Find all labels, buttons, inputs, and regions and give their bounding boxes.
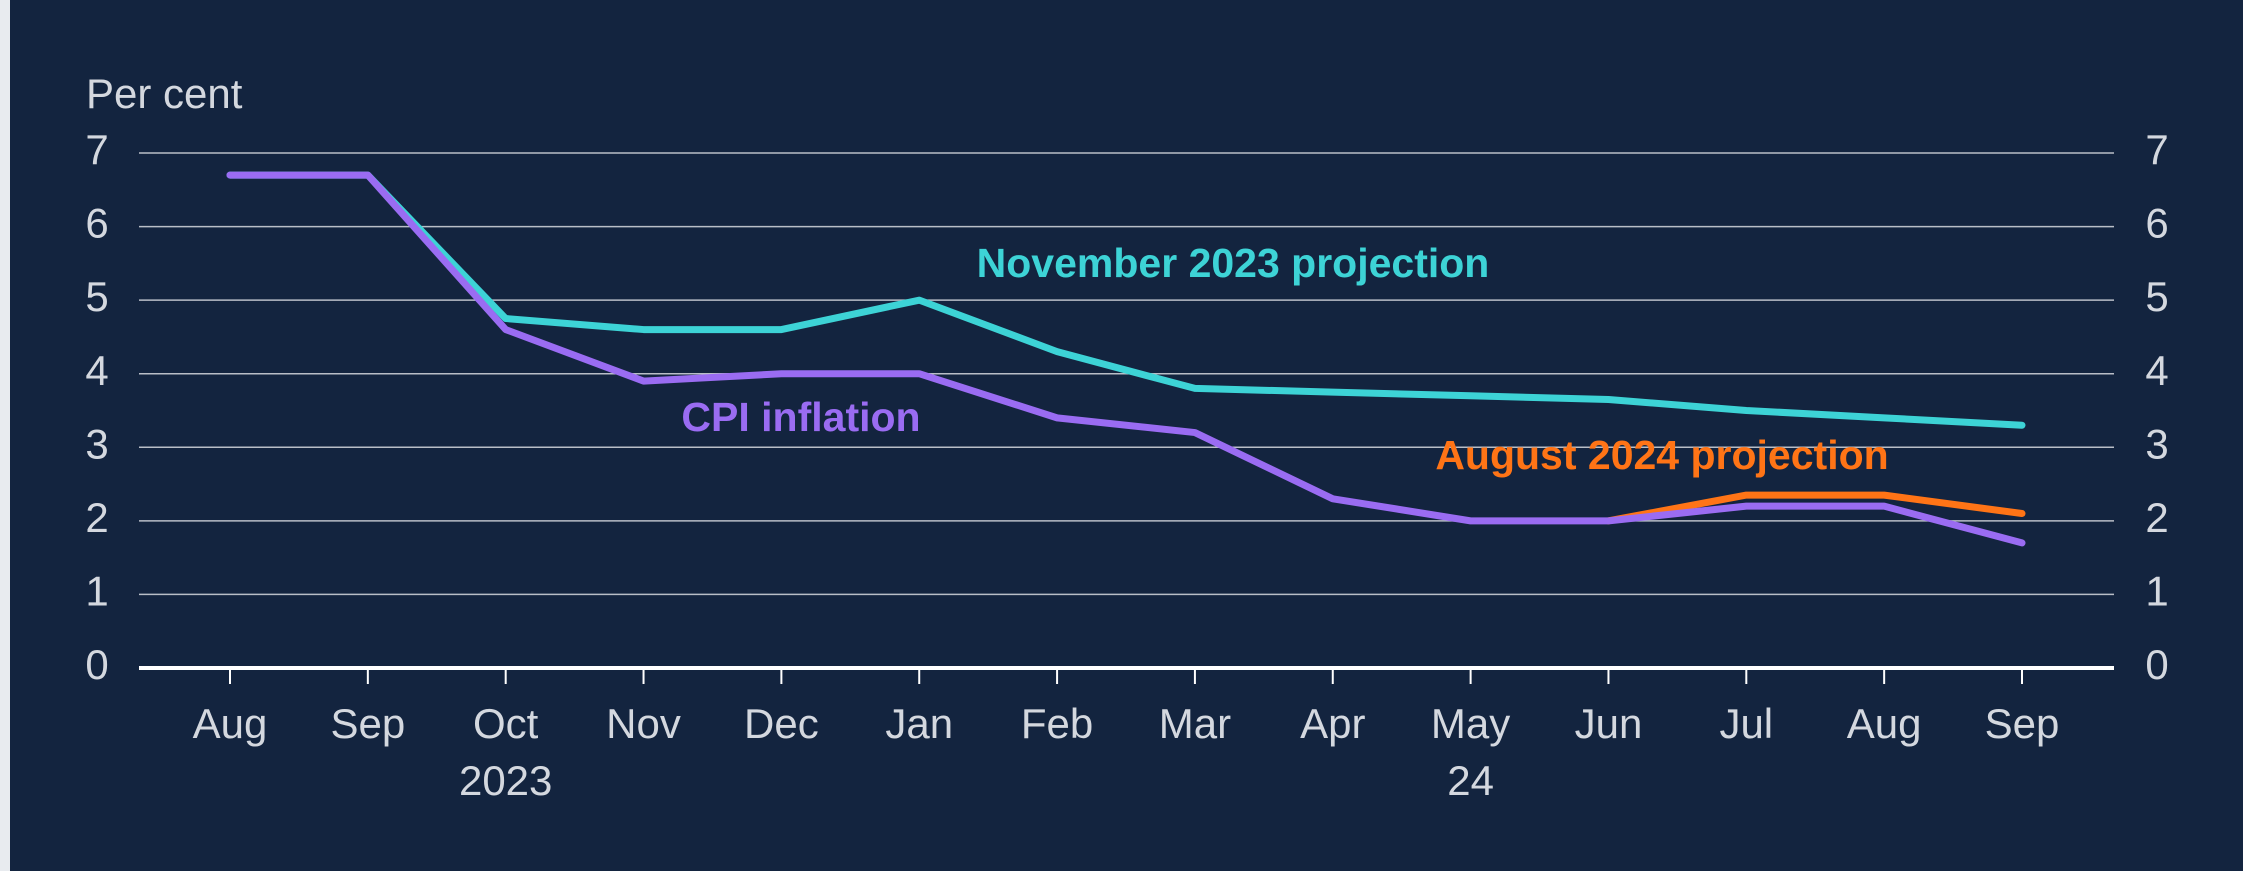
y-axis-label: Per cent	[86, 70, 243, 117]
series-label: August 2024 projection	[1435, 432, 1888, 478]
series-line	[226, 171, 2026, 429]
series-line	[226, 171, 2026, 547]
x-tick-label: Mar	[1159, 700, 1231, 747]
y-tick-label: 7	[85, 126, 108, 173]
x-tick-label: Jan	[885, 700, 953, 747]
y2-tick-label: 3	[2145, 420, 2168, 467]
x-sublabel: 24	[1447, 757, 1494, 804]
y-tick-label: 3	[85, 420, 108, 467]
x-tick-label: Dec	[744, 700, 819, 747]
y2-tick-label: 4	[2145, 347, 2168, 394]
x-tick-label: Oct	[473, 700, 539, 747]
y2-tick-label: 5	[2145, 273, 2168, 320]
x-tick-label: Sep	[330, 700, 405, 747]
edge	[0, 0, 10, 871]
x-tick-label: May	[1431, 700, 1510, 747]
series-label: November 2023 projection	[977, 240, 1490, 286]
y2-tick-label: 1	[2145, 568, 2168, 615]
series-label: CPI inflation	[681, 394, 920, 440]
y-tick-label: 4	[85, 347, 108, 394]
x-tick-label: Nov	[606, 700, 681, 747]
x-tick-label: Jul	[1719, 700, 1773, 747]
x-tick-label: Sep	[1985, 700, 2060, 747]
x-sublabel: 2023	[459, 757, 552, 804]
x-tick-label: Aug	[193, 700, 268, 747]
series-line	[1604, 491, 2026, 525]
y2-tick-label: 7	[2145, 126, 2168, 173]
y2-tick-label: 2	[2145, 494, 2168, 541]
y-tick-label: 6	[85, 200, 108, 247]
x-tick-label: Jun	[1575, 700, 1643, 747]
y-tick-label: 0	[85, 641, 108, 688]
y-tick-label: 5	[85, 273, 108, 320]
x-tick-label: Feb	[1021, 700, 1093, 747]
y-tick-label: 1	[85, 568, 108, 615]
y2-tick-label: 6	[2145, 200, 2168, 247]
x-tick-label: Aug	[1847, 700, 1922, 747]
y2-tick-label: 0	[2145, 641, 2168, 688]
y-tick-label: 2	[85, 494, 108, 541]
x-tick-label: Apr	[1300, 700, 1365, 747]
